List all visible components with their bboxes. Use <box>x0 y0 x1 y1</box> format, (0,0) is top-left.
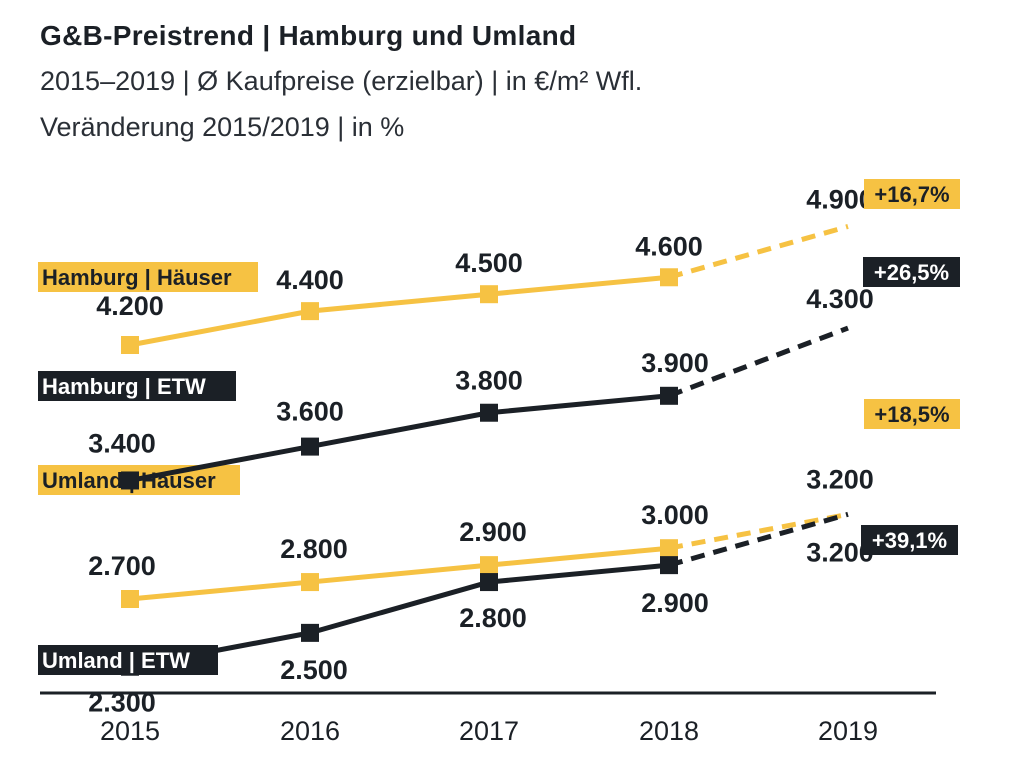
series-name-tag-text: Hamburg | ETW <box>42 374 206 399</box>
change-tag-bg <box>864 399 960 429</box>
series-marker-ul_haeuser-2018 <box>660 539 678 558</box>
value-label-hh_haeuser-2015: 4.200 <box>96 291 164 321</box>
series-name-tag-bg <box>38 371 236 401</box>
series-marker-ul_haeuser-2017 <box>480 556 498 575</box>
series-forecast-line-ul_haeuser <box>668 511 849 551</box>
value-label-ul_haeuser-2016: 2.800 <box>280 534 348 564</box>
change-tag-text: +18,5% <box>874 402 949 427</box>
series-marker-hh_haeuser-2016 <box>301 302 319 321</box>
chart-subtitle-change: Veränderung 2015/2019 | in % <box>40 112 405 142</box>
change-tag-text: +26,5% <box>874 260 949 285</box>
series-marker-hh_haeuser-2018 <box>660 268 678 287</box>
series-forecast-line-hh_etw <box>668 325 849 399</box>
series-forecast-line-ul_etw <box>668 511 849 568</box>
change-tag-ul_haeuser: +18,5% <box>864 399 960 429</box>
change-tag-text: +16,7% <box>874 182 949 207</box>
change-tag-text: +39,1% <box>872 528 947 553</box>
value-label-ul_etw-2016: 2.500 <box>280 655 348 685</box>
series-marker-hh_etw-2015 <box>121 471 139 490</box>
series-marker-hh_etw-2018 <box>660 386 678 405</box>
value-label-ul_etw-2017: 2.800 <box>459 603 527 633</box>
series-marker-hh_etw-2017 <box>480 403 498 422</box>
change-tag-ul_etw: +39,1% <box>861 525 958 555</box>
x-tick-label-2018: 2018 <box>639 716 699 746</box>
chart-subtitle: 2015–2019 | Ø Kaufpreise (erzielbar) | i… <box>40 66 643 96</box>
x-tick-label-2017: 2017 <box>459 716 519 746</box>
series-name-tag-bg <box>38 262 258 292</box>
change-tag-hh_etw: +26,5% <box>863 257 960 287</box>
value-label-ul_haeuser-2015: 2.700 <box>88 551 156 581</box>
series-marker-ul_etw-2018 <box>660 556 678 575</box>
series-name-tag-hh_etw: Hamburg | ETW <box>38 371 236 401</box>
series-marker-hh_haeuser-2015 <box>121 336 139 354</box>
series-line-hh_haeuser <box>129 274 670 348</box>
value-label-hh_etw-2015: 3.400 <box>88 428 156 458</box>
change-tag-bg <box>861 525 958 555</box>
series-line-ul_etw <box>129 562 670 670</box>
series-marker-ul_etw-2017 <box>480 573 498 592</box>
value-label-hh_haeuser-2019: 4.900 <box>806 184 874 214</box>
series-name-tag-bg <box>38 645 218 675</box>
series-marker-ul_haeuser-2016 <box>301 573 319 592</box>
change-tag-bg <box>863 257 960 287</box>
series-line-hh_etw <box>129 393 670 483</box>
change-tag-hh_haeuser: +16,7% <box>864 179 960 209</box>
x-tick-label-2016: 2016 <box>280 716 340 746</box>
x-tick-label-2019: 2019 <box>818 716 878 746</box>
x-tick-label-2015: 2015 <box>100 716 160 746</box>
value-label-hh_haeuser-2018: 4.600 <box>635 231 703 261</box>
series-marker-hh_etw-2016 <box>301 437 319 456</box>
value-label-hh_etw-2018: 3.900 <box>641 348 709 378</box>
series-name-tag-text: Umland | ETW <box>42 648 190 673</box>
series-name-tag-text: Hamburg | Häuser <box>42 265 232 290</box>
value-label-ul_etw-2015: 2.300 <box>88 688 156 718</box>
series-marker-hh_haeuser-2017 <box>480 285 498 304</box>
change-tag-bg <box>864 179 960 209</box>
value-label-ul_haeuser-2018: 3.000 <box>641 500 709 530</box>
value-label-ul_haeuser-2017: 2.900 <box>459 517 527 547</box>
value-label-hh_etw-2019: 4.300 <box>806 284 874 314</box>
series-name-tag-hh_haeuser: Hamburg | Häuser <box>38 262 258 292</box>
series-name-tag-ul_etw: Umland | ETW <box>38 645 218 675</box>
series-marker-ul_etw-2016 <box>301 623 319 642</box>
value-label-hh_haeuser-2016: 4.400 <box>276 265 344 295</box>
value-label-ul_etw-2018: 2.900 <box>641 588 709 618</box>
value-label-ul_haeuser-2019: 3.200 <box>806 464 874 494</box>
series-line-ul_haeuser <box>129 545 670 602</box>
value-label-hh_haeuser-2017: 4.500 <box>455 248 523 278</box>
series-marker-ul_haeuser-2015 <box>121 590 139 608</box>
value-label-hh_etw-2017: 3.800 <box>455 366 523 396</box>
chart-title: G&B-Preistrend | Hamburg und Umland <box>40 20 577 51</box>
value-label-hh_etw-2016: 3.600 <box>276 397 344 427</box>
series-forecast-line-hh_haeuser <box>668 224 849 280</box>
